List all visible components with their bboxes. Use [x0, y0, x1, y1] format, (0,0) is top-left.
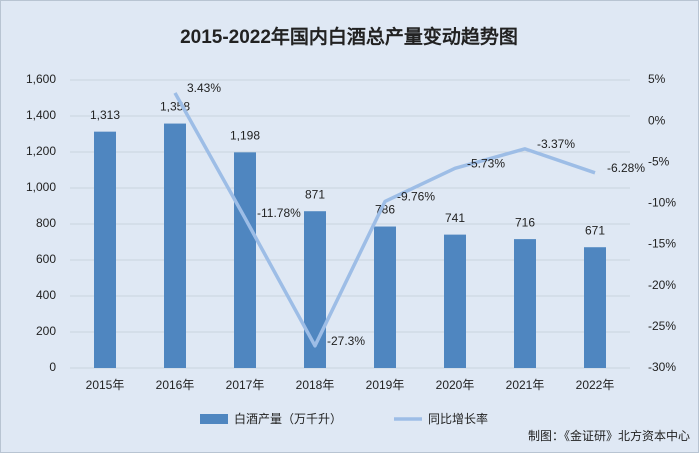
y-tick-label: 600: [36, 252, 56, 266]
y-tick-label: 1,400: [26, 108, 56, 122]
y2-tick-label: -30%: [648, 360, 676, 374]
y-tick-label: 1,200: [26, 144, 56, 158]
x-tick-label: 2016年: [156, 378, 195, 392]
line-value-label: -9.76%: [397, 190, 435, 204]
line-value-label: -3.37%: [537, 137, 575, 151]
bar: [234, 152, 256, 368]
bar: [164, 123, 186, 368]
x-tick-label: 2019年: [366, 378, 405, 392]
y2-tick-label: -5%: [648, 154, 670, 168]
y2-tick-label: 0%: [648, 113, 666, 127]
line-value-label: 3.43%: [187, 81, 221, 95]
chart-title: 2015-2022年国内白酒总产量变动趋势图: [180, 25, 518, 48]
bar-value-label: 741: [445, 211, 465, 225]
y2-tick-label: -20%: [648, 278, 676, 292]
bar: [514, 239, 536, 368]
x-tick-label: 2022年: [576, 378, 615, 392]
source-note: 制图：《金证研》北方资本中心: [528, 428, 690, 443]
line-value-label: -27.3%: [327, 334, 365, 348]
y2-tick-label: -25%: [648, 319, 676, 333]
legend-label: 同比增长率: [428, 411, 488, 426]
legend-swatch: [200, 414, 228, 424]
x-tick-label: 2020年: [436, 378, 475, 392]
y-tick-label: 400: [36, 288, 56, 302]
y2-tick-label: 5%: [648, 72, 666, 86]
line-value-label: -5.73%: [467, 156, 505, 170]
x-tick-label: 2017年: [226, 378, 265, 392]
bar: [374, 226, 396, 368]
y-tick-label: 200: [36, 324, 56, 338]
line-value-label: -11.78%: [257, 206, 301, 220]
bar: [444, 234, 466, 368]
bar-value-label: 871: [305, 187, 325, 201]
legend-label: 白酒产量（万千升）: [234, 411, 342, 426]
y-tick-label: 0: [49, 360, 56, 374]
line-value-label: -6.28%: [607, 161, 645, 175]
bar-value-label: 671: [585, 223, 605, 237]
y2-tick-label: -10%: [648, 196, 676, 210]
bar-value-label: 1,313: [90, 108, 120, 122]
bar-value-label: 1,198: [230, 129, 260, 143]
y-tick-label: 1,000: [26, 180, 56, 194]
bar-value-label: 716: [515, 215, 535, 229]
bar: [94, 131, 116, 368]
y-tick-label: 1,600: [26, 72, 56, 86]
x-tick-label: 2018年: [296, 378, 335, 392]
y-tick-label: 800: [36, 216, 56, 230]
bar: [304, 211, 326, 368]
line-series: [173, 92, 596, 348]
x-tick-label: 2015年: [86, 378, 125, 392]
bar: [584, 247, 606, 368]
x-tick-label: 2021年: [506, 378, 545, 392]
y2-tick-label: -15%: [648, 237, 676, 251]
